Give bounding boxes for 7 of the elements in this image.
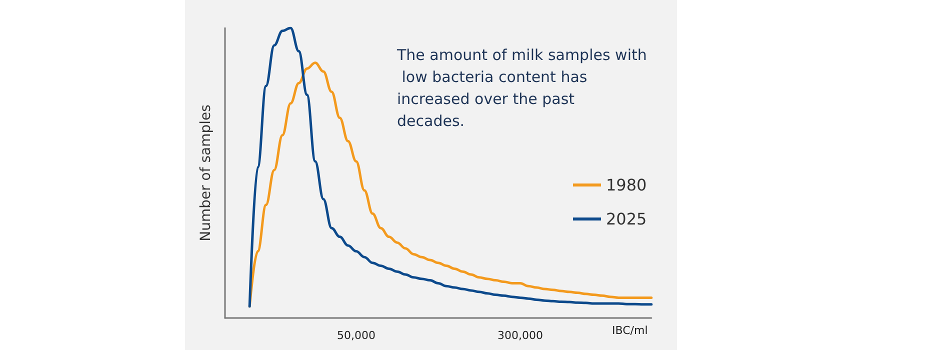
x-tick-label: 50,000 — [336, 329, 376, 342]
annotation: The amount of milk samples with low bacteria content has increased over the past decades. — [396, 46, 647, 130]
y-axis-title: Number of samples — [198, 104, 214, 242]
x-tick-label: 300,000 — [497, 329, 543, 342]
legend-label: 2025 — [606, 210, 647, 228]
legend-label: 1980 — [606, 176, 647, 194]
x-axis-title: IBC/ml — [612, 324, 648, 337]
